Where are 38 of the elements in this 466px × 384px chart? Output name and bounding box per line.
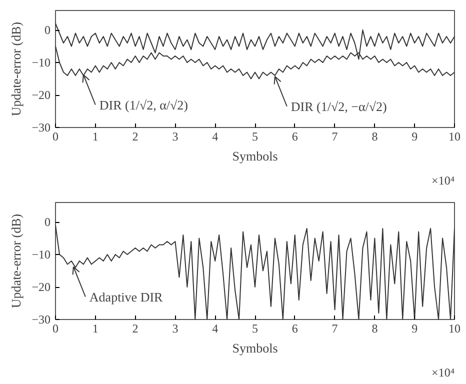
annotation: DIR (1/√2, −α/√2) — [290, 98, 387, 114]
x-axis-title: Symbols — [232, 340, 278, 356]
x-tick-label: 9 — [412, 130, 418, 144]
x-tick-label: 7 — [332, 130, 338, 144]
y-tick-label: −30 — [32, 312, 51, 326]
x-tick-label: 3 — [172, 130, 178, 144]
x-tick-label: 8 — [372, 130, 378, 144]
text: ×10⁴ — [432, 366, 454, 380]
x-axis-title: Symbols — [232, 148, 278, 164]
x-tick-label: 4 — [212, 322, 218, 336]
line-series — [56, 224, 454, 320]
x-tick-label: 8 — [372, 322, 378, 336]
x-tick-label: 9 — [412, 322, 418, 336]
x-tick-label: 4 — [212, 130, 218, 144]
x-tick-label: 2 — [132, 322, 138, 336]
x-tick-label: 6 — [292, 130, 298, 144]
y-tick-label: −10 — [32, 248, 51, 262]
x-tick-label: 1 — [92, 130, 98, 144]
y-tick-label: −20 — [32, 280, 51, 294]
x-tick-label: 7 — [332, 322, 338, 336]
y-axis-title: Update-error (dB) — [8, 214, 24, 308]
y-axis-title: Update-error (dB) — [8, 22, 24, 116]
x-tick-label: 5 — [252, 322, 258, 336]
y-tick-label: 0 — [44, 23, 50, 37]
x-tick-label: 2 — [132, 130, 138, 144]
y-tick-label: −30 — [32, 120, 51, 134]
y-tick-label: −10 — [32, 56, 51, 70]
annotation: DIR (1/√2, α/√2) — [99, 97, 188, 112]
x-tick-label: 6 — [292, 322, 298, 336]
annotation: Adaptive DIR — [89, 289, 164, 304]
x-tick-label: 10 — [448, 130, 460, 144]
x-tick-label: 10 — [448, 322, 460, 336]
x-tick-label: 1 — [92, 322, 98, 336]
x-tick-label: 5 — [252, 130, 258, 144]
text: ×10⁴ — [432, 174, 454, 188]
y-tick-label: 0 — [44, 215, 50, 229]
x-tick-label: 3 — [172, 322, 178, 336]
y-tick-label: −20 — [32, 88, 51, 102]
